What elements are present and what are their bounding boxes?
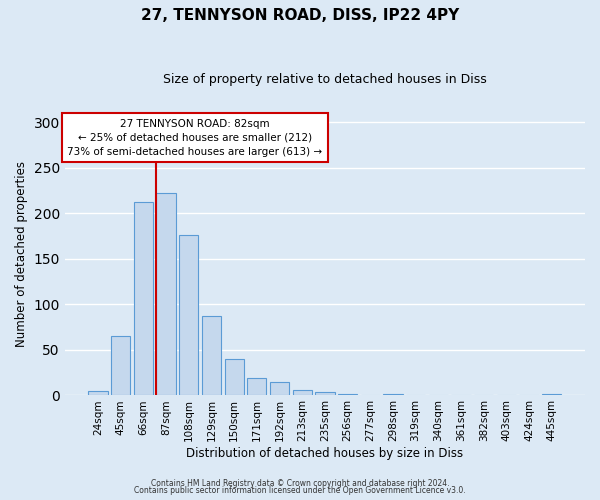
Bar xyxy=(270,382,289,395)
Bar xyxy=(315,392,335,395)
Y-axis label: Number of detached properties: Number of detached properties xyxy=(15,161,28,347)
Text: 27 TENNYSON ROAD: 82sqm
← 25% of detached houses are smaller (212)
73% of semi-d: 27 TENNYSON ROAD: 82sqm ← 25% of detache… xyxy=(67,118,322,156)
Text: Contains HM Land Registry data © Crown copyright and database right 2024.: Contains HM Land Registry data © Crown c… xyxy=(151,478,449,488)
Bar xyxy=(157,193,176,395)
Text: 27, TENNYSON ROAD, DISS, IP22 4PY: 27, TENNYSON ROAD, DISS, IP22 4PY xyxy=(141,8,459,22)
Bar xyxy=(383,394,403,395)
Bar xyxy=(111,336,130,395)
X-axis label: Distribution of detached houses by size in Diss: Distribution of detached houses by size … xyxy=(187,447,463,460)
Bar xyxy=(134,202,153,395)
Bar xyxy=(338,394,357,395)
Bar xyxy=(224,359,244,395)
Bar xyxy=(202,316,221,395)
Bar xyxy=(88,390,108,395)
Title: Size of property relative to detached houses in Diss: Size of property relative to detached ho… xyxy=(163,72,487,86)
Bar xyxy=(293,390,312,395)
Bar xyxy=(179,235,199,395)
Bar xyxy=(542,394,562,395)
Text: Contains public sector information licensed under the Open Government Licence v3: Contains public sector information licen… xyxy=(134,486,466,495)
Bar xyxy=(247,378,266,395)
